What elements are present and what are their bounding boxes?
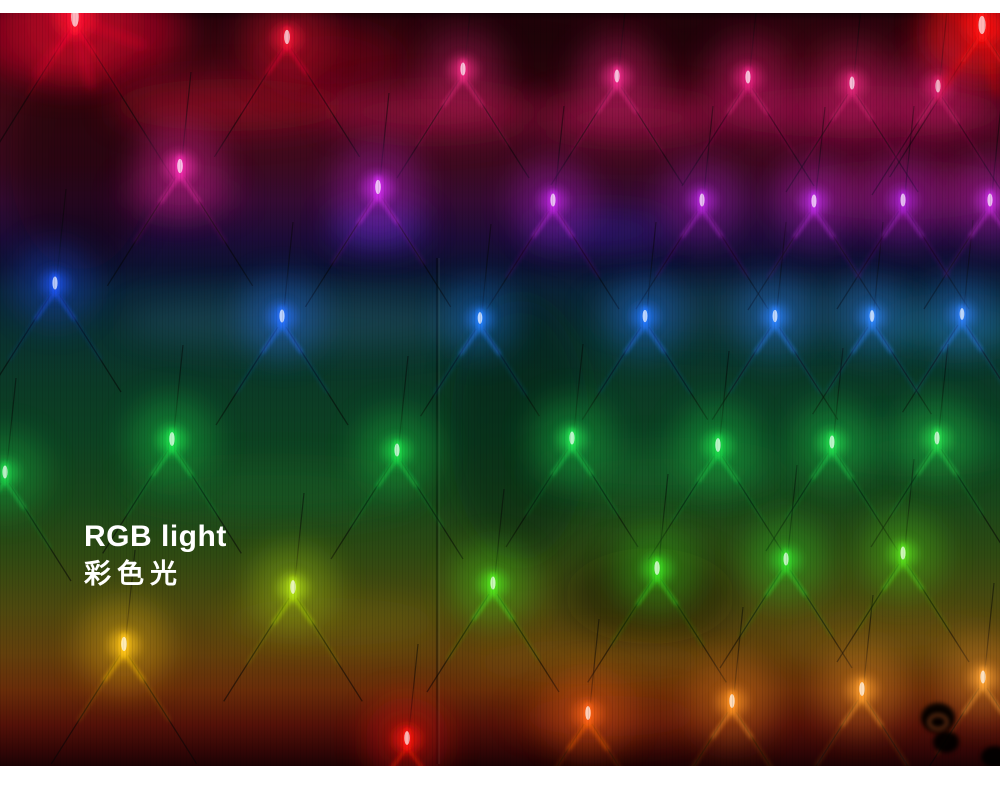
photo-caption: RGB light 彩色光 (84, 520, 227, 590)
caption-subtitle: 彩色光 (84, 559, 183, 589)
power-plug-silhouette (981, 746, 1000, 766)
bottom-white-margin (0, 766, 1000, 802)
top-white-margin (0, 0, 1000, 13)
caption-title: RGB light (84, 520, 227, 553)
plug-ring-highlight (927, 713, 949, 731)
wood-grain-texture (0, 13, 1000, 766)
power-plug-silhouette (933, 731, 959, 753)
